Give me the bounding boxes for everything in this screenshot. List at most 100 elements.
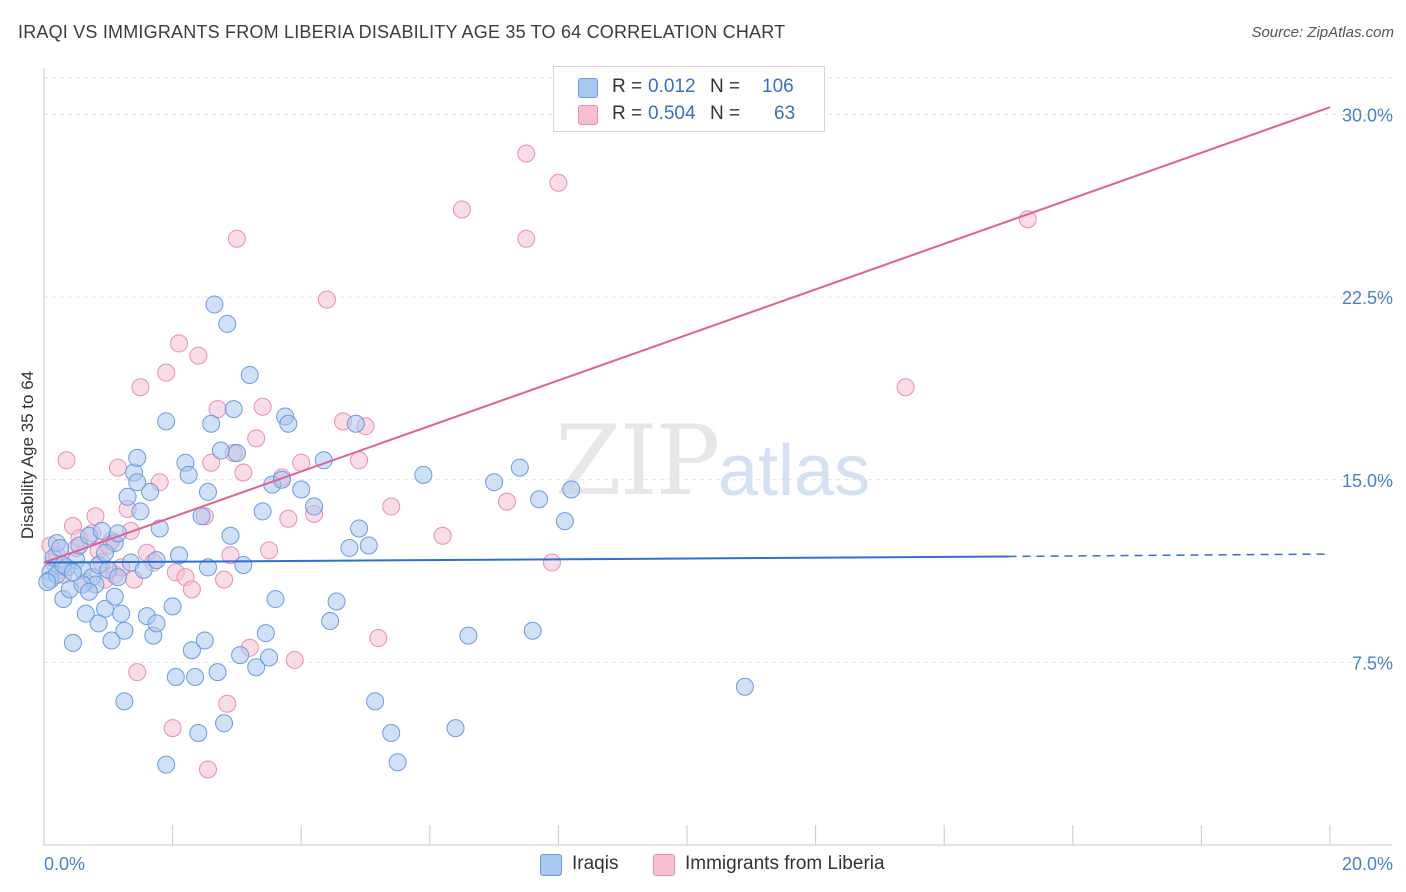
x-tick-label: 20.0% xyxy=(1342,854,1393,874)
liberia-point xyxy=(108,458,127,477)
liberia-point xyxy=(163,719,182,738)
liberia-point xyxy=(131,378,150,397)
chart-title: IRAQI VS IMMIGRANTS FROM LIBERIA DISABIL… xyxy=(18,22,786,42)
liberia-point xyxy=(247,429,266,448)
liberia-point xyxy=(452,200,471,219)
iraqis-point xyxy=(260,648,279,667)
legend-row-liberia: R = 0.504 N = 63 xyxy=(554,100,824,128)
liberia-point xyxy=(517,229,536,248)
iraqis-point xyxy=(446,719,465,738)
iraqis-legend-label: Iraqis xyxy=(572,853,619,874)
liberia-point xyxy=(253,397,272,416)
y-axis-label: Disability Age 35 to 64 xyxy=(18,371,37,539)
liberia-point xyxy=(221,546,240,565)
liberia-legend-label: Immigrants from Liberia xyxy=(685,853,885,874)
liberia-legend-swatch xyxy=(653,854,675,876)
iraqis-point xyxy=(157,412,176,431)
iraqis-point xyxy=(150,519,169,538)
iraqis-point xyxy=(128,473,147,492)
iraqis-point xyxy=(234,555,253,574)
iraqis-point xyxy=(102,631,121,650)
liberia-point xyxy=(234,463,253,482)
iraqis-point xyxy=(256,624,275,643)
iraqis-point xyxy=(530,490,549,509)
iraqis-point xyxy=(253,502,272,521)
iraqis-point xyxy=(63,563,82,582)
iraqis-point xyxy=(108,568,127,587)
liberia-point xyxy=(128,663,147,682)
iraqis-point xyxy=(198,482,217,501)
iraqis-point xyxy=(224,400,243,419)
y-tick-label: 15.0% xyxy=(1342,471,1393,491)
source-label: Source: ZipAtlas.com xyxy=(1251,24,1394,41)
liberia-point xyxy=(279,509,298,528)
liberia-point xyxy=(182,580,201,599)
iraqis-point xyxy=(382,723,401,742)
liberia-point xyxy=(218,694,237,713)
stats-legend: R = 0.012 N = 106 R = 0.504 N = 63 xyxy=(553,66,825,132)
iraqis-point xyxy=(272,470,291,489)
liberia-point xyxy=(57,451,76,470)
liberia-trendline xyxy=(43,106,1331,564)
iraqis-point xyxy=(147,614,166,633)
x-tick-label: 0.0% xyxy=(44,854,85,874)
iraqis-point xyxy=(92,521,111,540)
liberia-point xyxy=(433,526,452,545)
iraqis-point xyxy=(163,597,182,616)
legend-r-label: R = xyxy=(612,76,643,97)
iraqis-point xyxy=(359,536,378,555)
iraqis-point xyxy=(555,512,574,531)
iraqis-point xyxy=(231,646,250,665)
liberia-point xyxy=(170,334,189,353)
legend-n-value: 63 xyxy=(774,103,796,124)
iraqis-point xyxy=(215,714,234,733)
iraqis-point xyxy=(227,443,246,462)
iraqis-point xyxy=(115,621,134,640)
iraqis-point xyxy=(485,473,504,492)
legend-n-label: N = xyxy=(710,103,741,124)
iraqis-point xyxy=(147,551,166,570)
iraqis-point xyxy=(189,723,208,742)
iraqis-point xyxy=(157,755,176,774)
iraqis-point xyxy=(266,590,285,609)
liberia-point xyxy=(317,290,336,309)
liberia-point xyxy=(350,451,369,470)
iraqis-point xyxy=(292,480,311,499)
iraqis-point xyxy=(414,465,433,484)
legend-r-value: 0.504 xyxy=(648,103,696,124)
iraqis-point xyxy=(321,611,340,630)
legend-r-label: R = xyxy=(612,103,643,124)
iraqis-point xyxy=(166,667,185,686)
iraqis-point xyxy=(131,502,150,521)
iraqis-point xyxy=(510,458,529,477)
iraqis-legend-swatch xyxy=(540,854,562,876)
iraqis-point xyxy=(179,465,198,484)
iraqis-point xyxy=(89,614,108,633)
iraqis-point xyxy=(221,526,240,545)
liberia-point xyxy=(215,570,234,589)
liberia-point xyxy=(497,492,516,511)
iraqis-point xyxy=(195,631,214,650)
liberia-point xyxy=(202,453,221,472)
iraqis-point xyxy=(305,497,324,516)
iraqis-point xyxy=(128,448,147,467)
liberia-point xyxy=(260,541,279,560)
liberia-point xyxy=(198,760,217,779)
iraqis-point xyxy=(388,753,407,772)
iraqis-point xyxy=(192,507,211,526)
y-tick-label: 22.5% xyxy=(1342,288,1393,308)
iraqis-point xyxy=(208,663,227,682)
liberia-point xyxy=(227,229,246,248)
liberia-point xyxy=(896,378,915,397)
iraqis-point xyxy=(186,667,205,686)
iraqis-point xyxy=(182,641,201,660)
iraqis-point xyxy=(118,487,137,506)
iraqis-point xyxy=(141,482,160,501)
liberia-point xyxy=(189,346,208,365)
iraqis-point xyxy=(38,573,57,592)
iraqis-point xyxy=(350,519,369,538)
iraqis-point xyxy=(211,441,230,460)
liberia-point xyxy=(285,650,304,669)
watermark-zip: ZIP xyxy=(555,405,720,517)
